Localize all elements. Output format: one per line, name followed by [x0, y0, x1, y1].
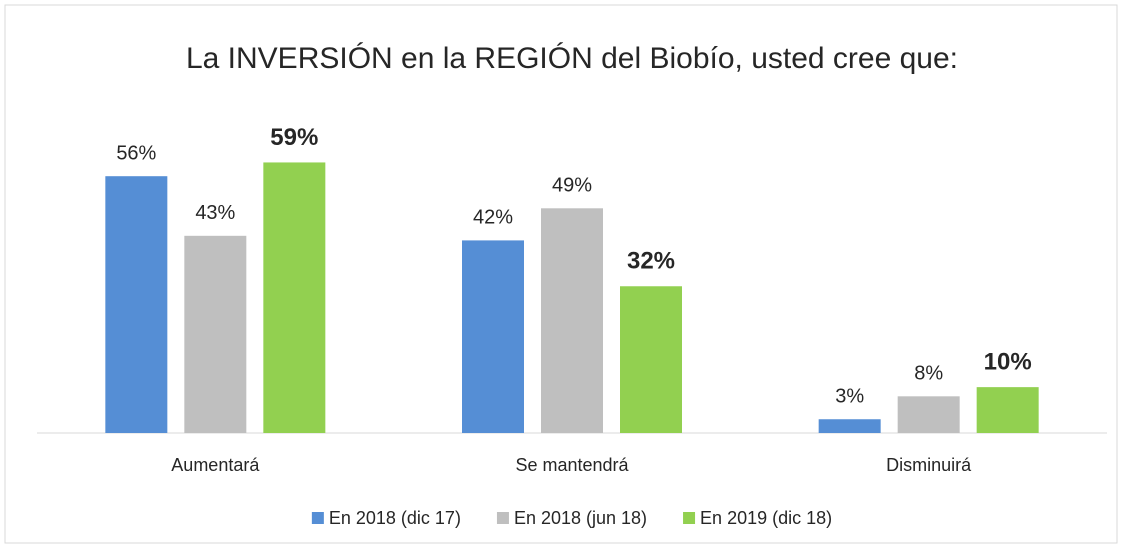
x-tick-label: Se mantendrá — [515, 455, 629, 475]
bar — [818, 419, 881, 433]
data-label: 32% — [627, 248, 675, 275]
legend-label: En 2018 (dic 17) — [329, 508, 461, 528]
chart-title: La INVERSIÓN en la REGIÓN del Biobío, us… — [186, 42, 958, 75]
legend-swatch — [311, 512, 324, 524]
data-label: 3% — [835, 386, 864, 408]
bar — [184, 235, 247, 433]
x-tick-label: Disminuirá — [886, 455, 972, 475]
bar — [105, 176, 168, 433]
legend-label: En 2018 (jun 18) — [514, 508, 647, 528]
data-label: 8% — [914, 363, 943, 385]
data-label: 56% — [116, 142, 156, 164]
legend-swatch — [496, 512, 509, 524]
bar — [897, 396, 960, 433]
bar — [976, 387, 1039, 433]
bar — [462, 240, 524, 433]
x-tick-label: Aumentará — [171, 455, 260, 475]
legend-label: En 2019 (dic 18) — [700, 508, 832, 528]
data-label: 59% — [270, 124, 318, 151]
data-label: 49% — [552, 175, 592, 197]
data-label: 10% — [984, 348, 1032, 375]
bar — [620, 286, 682, 433]
data-label: 42% — [473, 207, 513, 229]
bar — [263, 162, 326, 433]
legend-swatch — [683, 512, 696, 524]
data-label: 43% — [195, 202, 235, 224]
bar — [541, 208, 603, 433]
